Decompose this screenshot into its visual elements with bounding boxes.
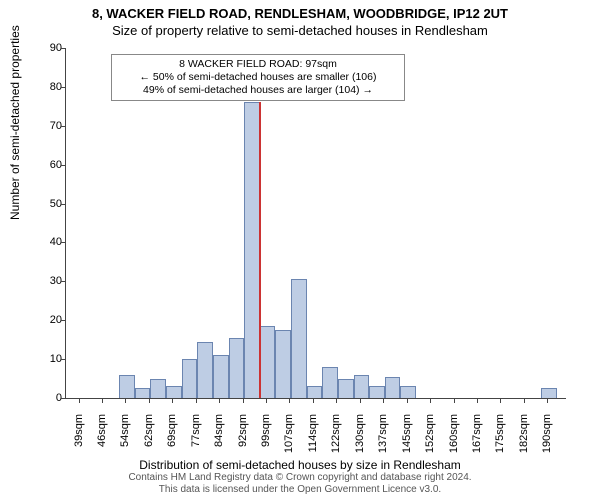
y-tick-mark [61, 126, 66, 127]
x-tick-label: 92sqm [237, 414, 249, 454]
x-tick-label: 84sqm [213, 414, 225, 454]
y-tick-mark [61, 359, 66, 360]
x-tick-label: 182sqm [518, 414, 530, 454]
title-sub: Size of property relative to semi-detach… [0, 21, 600, 38]
histogram-bar [541, 388, 557, 398]
x-tick-label: 114sqm [307, 414, 319, 454]
x-tick-label: 145sqm [401, 414, 413, 454]
y-tick-label: 40 [36, 236, 62, 248]
histogram-bar [400, 386, 416, 398]
x-tick-label: 39sqm [73, 414, 85, 454]
x-tick-mark [266, 398, 267, 403]
x-tick-label: 99sqm [260, 414, 272, 454]
histogram-bar [291, 279, 307, 398]
histogram-bar [119, 375, 135, 398]
y-tick-mark [61, 320, 66, 321]
annotation-line3: 49% of semi-detached houses are larger (… [118, 84, 398, 97]
y-tick-label: 80 [36, 81, 62, 93]
y-tick-mark [61, 204, 66, 205]
y-tick-mark [61, 281, 66, 282]
x-tick-label: 130sqm [354, 414, 366, 454]
x-tick-label: 77sqm [190, 414, 202, 454]
x-tick-mark [289, 398, 290, 403]
x-tick-mark [336, 398, 337, 403]
x-tick-label: 175sqm [494, 414, 506, 454]
histogram-bar [166, 386, 182, 398]
histogram-bar [244, 102, 260, 398]
chart-plot-area: 8 WACKER FIELD ROAD: 97sqm ← 50% of semi… [65, 48, 566, 399]
x-tick-mark [430, 398, 431, 403]
y-tick-mark [61, 398, 66, 399]
x-tick-mark [196, 398, 197, 403]
x-tick-label: 69sqm [166, 414, 178, 454]
marker-line [259, 102, 261, 398]
x-tick-mark [219, 398, 220, 403]
x-tick-mark [313, 398, 314, 403]
y-tick-label: 70 [36, 120, 62, 132]
annotation-line1: 8 WACKER FIELD ROAD: 97sqm [118, 58, 398, 71]
x-tick-label: 152sqm [424, 414, 436, 454]
x-tick-label: 46sqm [96, 414, 108, 454]
y-tick-label: 90 [36, 42, 62, 54]
annotation-box: 8 WACKER FIELD ROAD: 97sqm ← 50% of semi… [111, 54, 405, 101]
x-tick-mark [383, 398, 384, 403]
histogram-bar [307, 386, 323, 398]
annotation-line2: ← 50% of semi-detached houses are smalle… [118, 71, 398, 84]
x-tick-label: 54sqm [119, 414, 131, 454]
x-tick-label: 107sqm [283, 414, 295, 454]
histogram-bar [275, 330, 291, 398]
x-tick-mark [407, 398, 408, 403]
histogram-bar [354, 375, 370, 398]
x-tick-mark [500, 398, 501, 403]
histogram-bar [260, 326, 276, 398]
x-tick-label: 62sqm [143, 414, 155, 454]
y-tick-mark [61, 48, 66, 49]
y-tick-label: 30 [36, 275, 62, 287]
x-tick-mark [243, 398, 244, 403]
x-axis-label: Distribution of semi-detached houses by … [0, 458, 600, 472]
histogram-bar [229, 338, 245, 398]
x-tick-label: 167sqm [471, 414, 483, 454]
y-tick-label: 50 [36, 198, 62, 210]
x-tick-mark [360, 398, 361, 403]
y-tick-label: 20 [36, 314, 62, 326]
histogram-bar [338, 379, 354, 398]
histogram-bar [182, 359, 198, 398]
x-tick-mark [454, 398, 455, 403]
histogram-bar [213, 355, 229, 398]
x-tick-label: 122sqm [330, 414, 342, 454]
x-tick-mark [524, 398, 525, 403]
copyright-line1: Contains HM Land Registry data © Crown c… [128, 472, 471, 483]
title-main: 8, WACKER FIELD ROAD, RENDLESHAM, WOODBR… [0, 0, 600, 21]
chart-container: 8, WACKER FIELD ROAD, RENDLESHAM, WOODBR… [0, 0, 600, 500]
copyright: Contains HM Land Registry data © Crown c… [0, 472, 600, 496]
y-axis-label: Number of semi-detached properties [8, 25, 22, 220]
x-tick-label: 160sqm [448, 414, 460, 454]
copyright-line2: This data is licensed under the Open Gov… [159, 484, 441, 495]
y-tick-label: 0 [36, 392, 62, 404]
histogram-bar [150, 379, 166, 398]
y-tick-label: 10 [36, 353, 62, 365]
histogram-bar [135, 388, 151, 398]
histogram-bar [197, 342, 213, 398]
y-tick-mark [61, 87, 66, 88]
histogram-bar [369, 386, 385, 398]
x-tick-mark [172, 398, 173, 403]
x-tick-label: 137sqm [377, 414, 389, 454]
x-tick-mark [477, 398, 478, 403]
x-tick-mark [547, 398, 548, 403]
y-tick-label: 60 [36, 159, 62, 171]
x-tick-mark [125, 398, 126, 403]
histogram-bar [322, 367, 338, 398]
x-tick-mark [102, 398, 103, 403]
y-tick-mark [61, 165, 66, 166]
x-tick-mark [149, 398, 150, 403]
x-tick-label: 190sqm [541, 414, 553, 454]
histogram-bar [385, 377, 401, 398]
x-tick-mark [79, 398, 80, 403]
y-tick-mark [61, 242, 66, 243]
